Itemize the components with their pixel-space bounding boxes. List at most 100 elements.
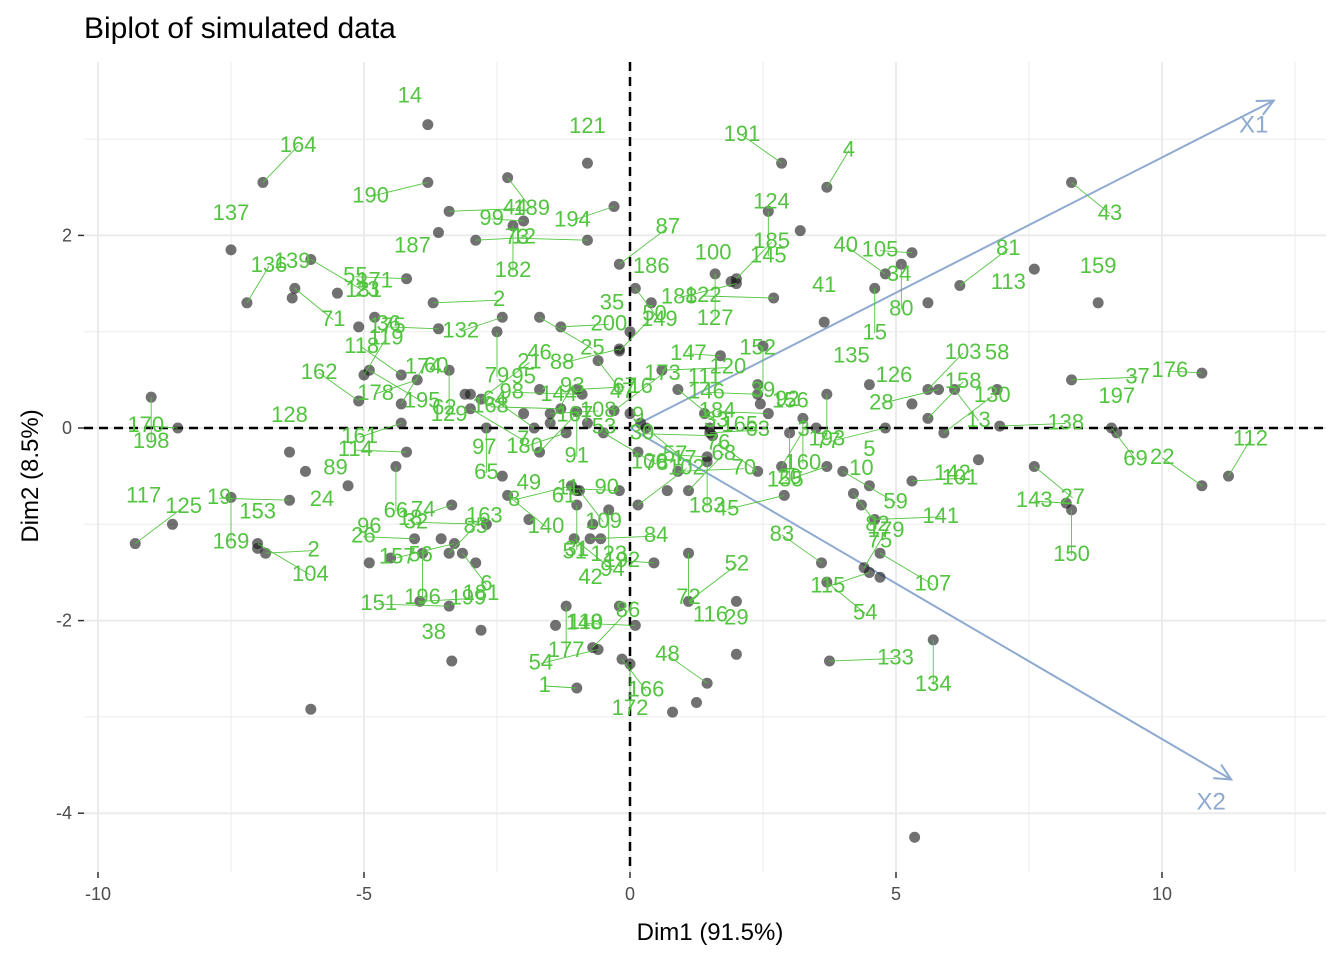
data-point xyxy=(353,321,365,333)
y-axis-title: Dim2 (8.5%) xyxy=(17,409,44,542)
data-point xyxy=(299,465,311,477)
data-point xyxy=(624,408,636,420)
point-label: 45 xyxy=(715,495,739,520)
point-label: 86 xyxy=(616,597,640,622)
point-label: 4 xyxy=(843,137,855,162)
label-leader xyxy=(145,425,178,429)
point-label: 141 xyxy=(922,503,959,528)
label-leader xyxy=(397,543,455,558)
point-label: 111 xyxy=(688,364,721,389)
point-label: 85 xyxy=(463,513,487,538)
point-label: 34 xyxy=(887,261,911,286)
label-leader xyxy=(621,658,647,691)
data-point xyxy=(1111,427,1123,439)
label-leader xyxy=(524,432,567,448)
point-label: 89 xyxy=(323,455,347,480)
point-label: 23 xyxy=(355,277,379,302)
point-label: 143 xyxy=(1016,487,1053,512)
point-label: 10 xyxy=(849,455,873,480)
point-label: 176 xyxy=(1152,357,1189,382)
label-leader xyxy=(419,598,468,602)
point-label: 46 xyxy=(527,339,551,364)
point-labels: 1416419018912144991821914194131137127314… xyxy=(126,83,1268,720)
data-point xyxy=(342,480,354,492)
point-label: 123 xyxy=(590,541,627,566)
label-leader xyxy=(688,453,725,491)
label-leader xyxy=(246,265,270,304)
label-leader xyxy=(619,314,655,352)
x-tick-label: -5 xyxy=(356,884,372,904)
label-leader xyxy=(355,449,407,453)
point-label: 7 xyxy=(517,426,529,451)
data-point xyxy=(1028,263,1040,275)
point-label: 110 xyxy=(568,609,603,634)
point-label: 68 xyxy=(711,440,735,465)
point-label: 83 xyxy=(770,521,794,546)
axis-ticks: -10 -5 0 5 10-4-202 xyxy=(56,225,1172,904)
label-leader xyxy=(1034,466,1074,499)
data-point xyxy=(587,518,599,530)
point-label: 17 xyxy=(672,445,696,470)
label-leader xyxy=(613,373,663,412)
point-label: 135 xyxy=(833,343,870,368)
point-label: 64 xyxy=(482,386,506,411)
label-leader xyxy=(257,543,311,576)
point-label: 95 xyxy=(511,364,535,389)
point-label: 6 xyxy=(480,571,492,596)
label-leader xyxy=(736,241,772,280)
label-leader xyxy=(667,654,708,684)
point-label: 76 xyxy=(706,429,730,454)
variable-arrows: X1 X2 xyxy=(629,99,1276,815)
point-label: 131 xyxy=(345,277,382,302)
point-label: 102 xyxy=(668,454,705,479)
label-leader xyxy=(1169,370,1202,374)
point-label: 78 xyxy=(644,450,668,475)
data-point xyxy=(810,422,822,434)
point-label: 54 xyxy=(853,599,877,624)
point-label: 88 xyxy=(550,349,574,374)
point-label: 1 xyxy=(539,672,551,697)
point-label: 38 xyxy=(422,619,446,644)
point-label: 15 xyxy=(862,319,886,344)
point-label: 41 xyxy=(812,272,836,297)
point-label: 148 xyxy=(566,609,603,634)
label-leader xyxy=(785,466,827,481)
point-label: 57 xyxy=(663,441,687,466)
label-leader xyxy=(828,427,886,443)
label-leader xyxy=(378,603,450,607)
point-label: 54 xyxy=(529,649,553,674)
label-leader xyxy=(573,538,613,571)
label-leader xyxy=(572,206,615,221)
label-leader xyxy=(590,535,657,540)
label-leader xyxy=(621,560,654,564)
data-point xyxy=(794,225,806,237)
point-label: 72 xyxy=(676,584,700,609)
label-leader xyxy=(726,494,785,510)
data-point xyxy=(581,157,593,169)
data-point xyxy=(331,287,343,299)
point-label: 61 xyxy=(552,482,576,507)
label-leader xyxy=(584,622,636,626)
point-label: 71 xyxy=(321,306,345,331)
chart-title: Biplot of simulated data xyxy=(84,12,396,45)
label-leader xyxy=(999,423,1066,427)
point-label: 105 xyxy=(862,237,899,262)
point-label: 151 xyxy=(360,590,397,615)
label-leader xyxy=(863,530,887,568)
point-label: 119 xyxy=(368,324,403,349)
point-label: 187 xyxy=(394,233,431,258)
point-label: 144 xyxy=(540,381,577,406)
label-leader xyxy=(370,181,428,197)
label-leader xyxy=(433,299,500,304)
point-label: 97 xyxy=(472,434,496,459)
label-leader xyxy=(579,490,604,523)
point-label: 2 xyxy=(493,286,505,311)
label-leader xyxy=(675,454,708,458)
data-point xyxy=(464,388,476,400)
point-label: 142 xyxy=(934,460,971,485)
point-label: 58 xyxy=(985,339,1009,364)
point-label: 73 xyxy=(505,224,529,249)
point-label: 107 xyxy=(914,571,951,596)
point-label: 137 xyxy=(213,200,250,225)
x-tick-label: -10 xyxy=(85,884,111,904)
